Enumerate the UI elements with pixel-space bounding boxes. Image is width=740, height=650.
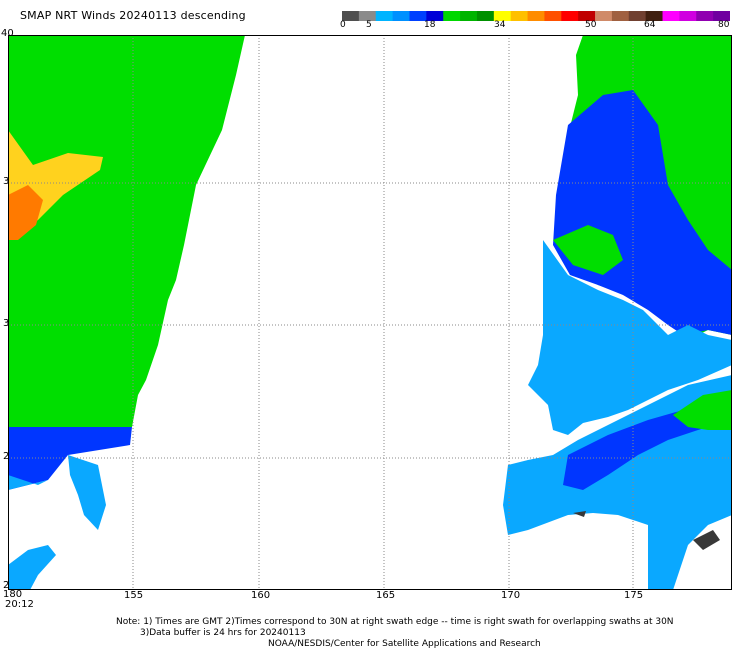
colorbar-swatch: [561, 11, 579, 21]
right-swath-inner-green: [553, 225, 623, 275]
colorbar-tick-18: 18: [424, 20, 436, 30]
colorbar-tick-5: 5: [366, 20, 372, 30]
right-swath-dark-patch: [693, 530, 720, 550]
lat-label-30: 3: [3, 318, 10, 329]
left-swath-green: [8, 35, 245, 427]
lat-label-40: 40: [1, 28, 14, 39]
colorbar-swatch: [527, 11, 546, 21]
colorbar-swatch: [510, 11, 529, 21]
colorbar-tick-80: 80: [718, 20, 730, 30]
colorbar-swatch: [578, 11, 596, 21]
colorbar-swatch: [628, 11, 647, 21]
colorbar-swatch: [358, 11, 377, 21]
lat-label-25: 2: [3, 451, 10, 462]
colorbar-tick-0: 0: [340, 20, 346, 30]
colorbar-swatch: [713, 11, 731, 21]
storm-orange: [8, 185, 43, 240]
colorbar-swatch: [460, 11, 478, 21]
right-swath-lightblue-upper: [528, 240, 732, 435]
note-line-3: NOAA/NESDIS/Center for Satellite Applica…: [268, 639, 541, 649]
right-swath-green-patch: [673, 390, 732, 430]
colorbar-swatch: [696, 11, 714, 21]
colorbar-swatch: [392, 11, 411, 21]
colorbar-swatch: [679, 11, 697, 21]
right-swath-blue: [553, 90, 732, 335]
lon-label-165: 165: [376, 590, 396, 601]
time-label: 20:12: [5, 599, 34, 610]
lon-label-170: 170: [501, 590, 521, 601]
note-line-2: 3)Data buffer is 24 hrs for 20240113: [140, 628, 306, 638]
left-swath-blue: [8, 427, 132, 490]
right-swath-dark-dot: [573, 511, 586, 517]
lon-label-160: 160: [251, 590, 271, 601]
note-line-1: Note: 1) Times are GMT 2)Times correspon…: [116, 617, 674, 627]
left-swath-lightblue-3: [8, 545, 56, 590]
colorbar-swatch: [544, 11, 562, 21]
left-swath-lightblue-1: [8, 475, 48, 490]
colorbar-swatch: [493, 11, 512, 21]
colorbar-swatch: [595, 11, 613, 21]
colorbar-swatch: [426, 11, 444, 21]
colorbar-swatch: [645, 11, 664, 21]
map-title: SMAP NRT Winds 20240113 descending: [20, 9, 246, 22]
wind-map[interactable]: [8, 35, 732, 590]
lat-label-20: 2: [3, 580, 10, 591]
wind-speed-colorbar: [342, 6, 731, 21]
colorbar-swatch: [611, 11, 630, 21]
map-border: [8, 35, 732, 590]
colorbar-tick-34: 34: [494, 20, 506, 30]
wind-swaths: [8, 35, 732, 590]
corner-lon-label: 180: [3, 589, 23, 600]
colorbar-tick-64: 64: [644, 20, 656, 30]
lon-label-175: 175: [624, 590, 644, 601]
colorbar-swatch: [409, 11, 427, 21]
colorbar-tick-50: 50: [585, 20, 597, 30]
graticule: [8, 35, 732, 590]
colorbar-swatch: [662, 11, 680, 21]
colorbar-swatch: [342, 11, 360, 21]
colorbar-swatches: [342, 11, 731, 21]
colorbar-swatch: [443, 11, 461, 21]
colorbar-swatch: [476, 11, 495, 21]
left-swath-lightblue-2: [68, 455, 106, 530]
colorbar-swatch: [375, 11, 394, 21]
lat-label-35: 3: [3, 176, 10, 187]
lon-label-155: 155: [124, 590, 144, 601]
